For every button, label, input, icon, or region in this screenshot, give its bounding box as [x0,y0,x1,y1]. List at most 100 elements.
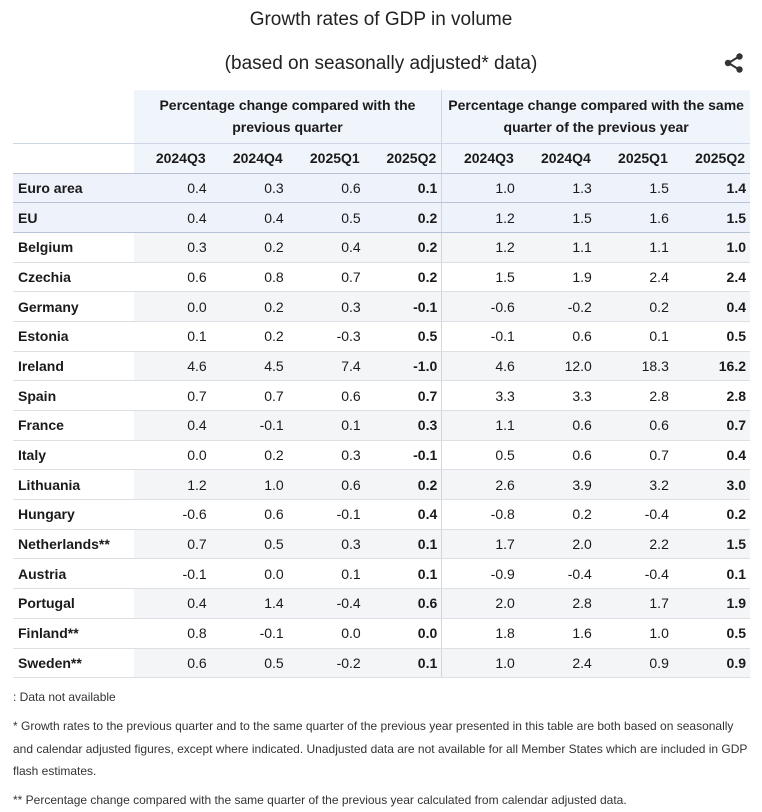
table-row: Ireland 4.6 4.5 7.4 -1.0 4.6 12.0 18.3 16.2 [13,351,750,382]
footnote-seasonal-adjustment: * Growth rates to the previous quarter a… [13,719,748,778]
value-cell: 0.8 [133,618,211,649]
value-cell: -0.8 [441,499,519,530]
value-cell: 0.4 [133,173,211,204]
value-cell: 16.2 [672,351,750,382]
value-cell: 0.2 [364,469,442,501]
value-cell: 0.3 [210,173,288,204]
value-cell: 1.4 [210,588,288,619]
value-cell: -0.1 [441,321,519,352]
value-cell: -0.4 [518,558,596,590]
value-cell: 0.3 [133,232,211,263]
table-row: Netherlands** 0.7 0.5 0.3 0.1 1.7 2.0 2.2 1.5 [13,529,750,560]
table-row: Austria -0.1 0.0 0.1 0.1 -0.9 -0.4 -0.4 0.1 [13,558,750,590]
value-cell: 0.5 [672,618,750,649]
value-cell: 1.6 [518,618,596,649]
value-cell: 1.1 [518,232,596,263]
footnote-calendar-adjusted: ** Percentage change compared with the s… [13,793,627,807]
value-cell: 0.0 [133,440,211,471]
value-cell: 0.7 [133,380,211,411]
value-cell: 0.2 [364,262,442,293]
gdp-growth-table: Percentage change compared with the prev… [13,90,750,679]
table-row: EU 0.4 0.4 0.5 0.2 1.2 1.5 1.6 1.5 [13,202,750,233]
country-name: Lithuania [13,469,134,501]
value-cell: 0.3 [287,291,365,322]
value-cell: 0.1 [364,173,442,204]
value-cell: 0.4 [287,232,365,263]
value-cell: 0.1 [364,529,442,560]
value-cell: 0.9 [595,648,673,679]
value-cell: 1.0 [441,173,519,204]
value-cell: -0.4 [287,588,365,619]
value-cell: 2.0 [441,588,519,619]
table-row: Belgium 0.3 0.2 0.4 0.2 1.2 1.1 1.1 1.0 [13,232,750,263]
quarter-header: 2025Q2 [672,142,750,174]
value-cell: 0.6 [287,469,365,501]
value-cell: -0.9 [441,558,519,590]
value-cell: 18.3 [595,351,673,382]
value-cell: 2.6 [441,469,519,501]
table-row: Portugal 0.4 1.4 -0.4 0.6 2.0 2.8 1.7 1.9 [13,588,750,619]
value-cell: 1.9 [518,262,596,293]
value-cell: 1.7 [441,529,519,560]
table-row: Sweden** 0.6 0.5 -0.2 0.1 1.0 2.4 0.9 0.9 [13,648,750,679]
table-row: Spain 0.7 0.7 0.6 0.7 3.3 3.3 2.8 2.8 [13,380,750,411]
value-cell: 0.4 [672,291,750,322]
country-name: Germany [13,291,134,322]
share-icon[interactable] [723,52,745,74]
value-cell: 0.2 [364,232,442,263]
value-cell: -0.4 [595,558,673,590]
country-name: Ireland [13,351,134,382]
value-cell: 2.4 [672,262,750,293]
value-cell: 0.6 [287,173,365,204]
header-corner [13,90,134,143]
table-row: Euro area 0.4 0.3 0.6 0.1 1.0 1.3 1.5 1.4 [13,173,750,204]
page-subtitle: (based on seasonally adjusted* data) [224,53,538,74]
value-cell: 0.6 [518,410,596,441]
value-cell: 3.2 [595,469,673,501]
value-cell: 0.7 [210,380,288,411]
value-cell: 3.3 [518,380,596,411]
value-cell: -0.1 [133,558,211,590]
quarter-header: 2024Q3 [133,142,211,174]
value-cell: 2.8 [518,588,596,619]
value-cell: 0.6 [133,648,211,679]
value-cell: -0.6 [133,499,211,530]
table-row: Italy 0.0 0.2 0.3 -0.1 0.5 0.6 0.7 0.4 [13,440,750,471]
value-cell: 0.2 [518,499,596,530]
value-cell: 0.5 [364,321,442,352]
value-cell: 0.8 [210,262,288,293]
quarter-header: 2025Q1 [287,142,365,174]
value-cell: 0.7 [364,380,442,411]
country-name: Euro area [13,173,134,204]
value-cell: 1.5 [672,529,750,560]
country-name: Finland** [13,618,134,649]
table-row: Germany 0.0 0.2 0.3 -0.1 -0.6 -0.2 0.2 0.4 [13,291,750,322]
table-row: Finland** 0.8 -0.1 0.0 0.0 1.8 1.6 1.0 0.5 [13,618,750,649]
value-cell: 1.5 [672,202,750,233]
value-cell: 0.6 [210,499,288,530]
value-cell: 0.7 [133,529,211,560]
value-cell: 1.3 [518,173,596,204]
value-cell: 0.4 [364,499,442,530]
value-cell: 0.1 [595,321,673,352]
value-cell: 0.0 [364,618,442,649]
value-cell: 0.5 [210,648,288,679]
value-cell: 0.1 [364,558,442,590]
value-cell: 0.1 [364,648,442,679]
value-cell: 2.2 [595,529,673,560]
note-not-available: : Data not available [13,690,116,704]
value-cell: 2.8 [672,380,750,411]
value-cell: 12.0 [518,351,596,382]
value-cell: 0.6 [595,410,673,441]
value-cell: 4.5 [210,351,288,382]
country-name: Spain [13,380,134,411]
value-cell: 1.2 [441,202,519,233]
value-cell: 0.1 [133,321,211,352]
value-cell: 0.4 [133,202,211,233]
value-cell: 4.6 [441,351,519,382]
value-cell: -0.1 [364,291,442,322]
value-cell: 0.5 [441,440,519,471]
value-cell: 0.7 [595,440,673,471]
header-corner-2 [13,142,134,174]
table-row: Hungary -0.6 0.6 -0.1 0.4 -0.8 0.2 -0.4 0.2 [13,499,750,530]
